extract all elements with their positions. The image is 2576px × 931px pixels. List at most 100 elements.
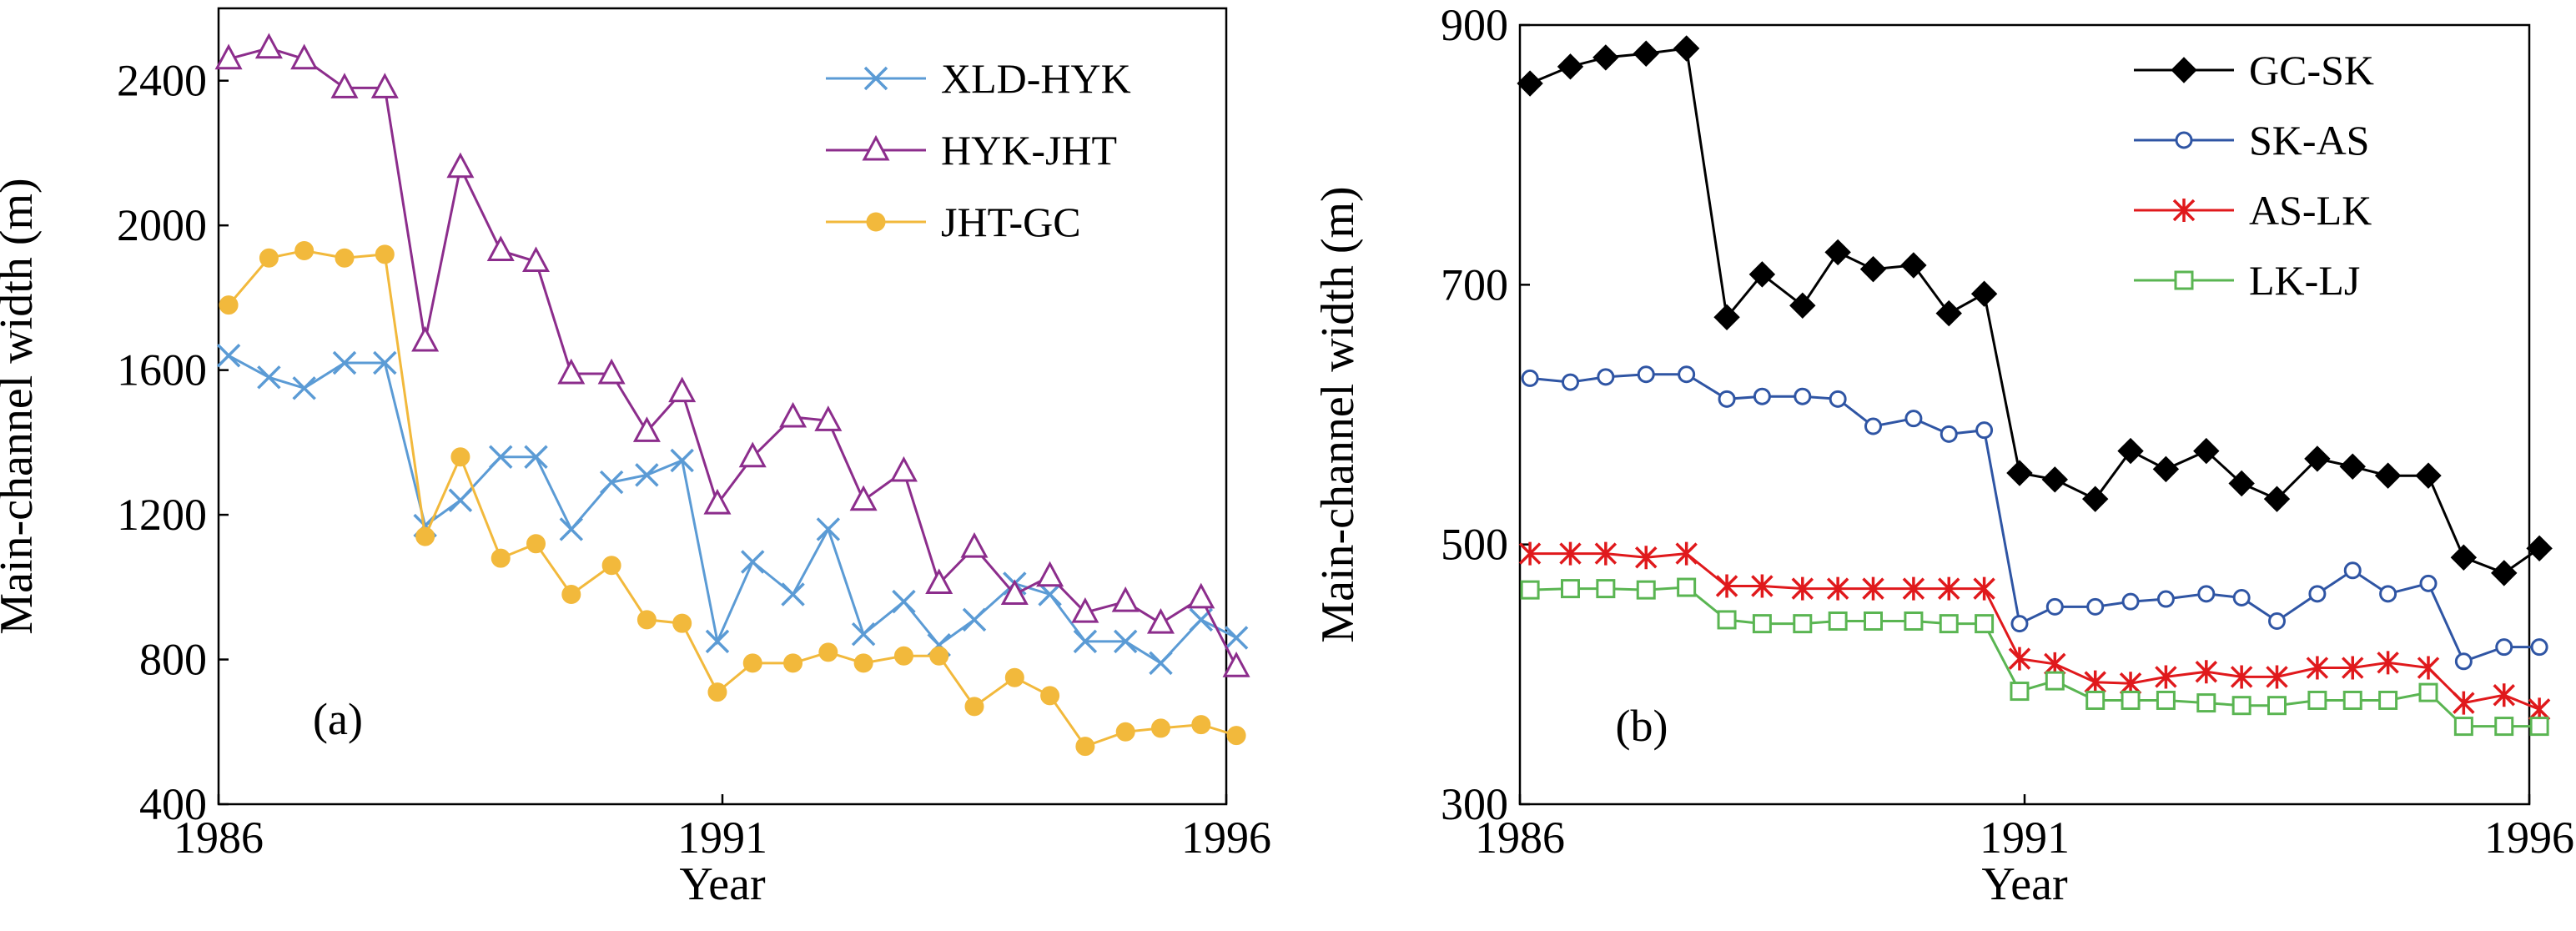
data-point: [290, 43, 319, 70]
data-point: [925, 568, 953, 594]
data-point: [2529, 717, 2549, 737]
legend-label: LK-LJ: [2249, 257, 2360, 304]
data-point: [632, 416, 661, 442]
legend-marker: [2171, 57, 2197, 83]
x-axis-title: Year: [679, 858, 766, 910]
data-point: [1224, 626, 1249, 650]
data-point: [489, 445, 513, 469]
data-point: [1637, 365, 1655, 384]
data-point: [1718, 390, 1736, 408]
data-point: [703, 488, 732, 515]
data-point: [1187, 582, 1215, 609]
data-point: [1518, 541, 1542, 566]
data-point: [892, 589, 916, 614]
legend-item: GC-SK: [2134, 47, 2374, 93]
data-point: [2453, 717, 2473, 737]
data-point: [2308, 585, 2327, 603]
data-point: [1902, 576, 1925, 601]
data-point: [670, 448, 694, 473]
data-point: [1036, 561, 1064, 587]
data-point: [2304, 445, 2331, 472]
data-point: [2045, 671, 2065, 691]
data-point: [960, 531, 989, 558]
series-sk-as: [1521, 365, 2548, 671]
data-point: [1150, 718, 1170, 738]
data-point: [2045, 597, 2064, 616]
data-point: [2453, 691, 2475, 715]
y-tick-label: 400: [139, 779, 207, 829]
data-point: [1904, 611, 1924, 632]
data-point: [851, 622, 876, 647]
data-point: [2526, 535, 2553, 562]
series-line: [227, 249, 1237, 748]
data-point: [2339, 453, 2366, 480]
data-point: [2008, 647, 2031, 671]
data-point: [779, 401, 808, 428]
panel-tag: (b): [1616, 701, 1668, 751]
data-point: [2267, 696, 2287, 716]
data-point: [335, 248, 355, 268]
data-point: [448, 488, 473, 512]
data-point: [411, 325, 440, 352]
data-point: [742, 653, 762, 673]
data-point: [1636, 580, 1656, 600]
data-point: [257, 365, 281, 390]
data-point: [1677, 577, 1697, 597]
data-point: [2232, 588, 2251, 606]
data-point: [1791, 576, 1814, 601]
y-axis-title: Main-channel width (m): [0, 178, 43, 634]
data-point: [2417, 656, 2440, 680]
data-point: [2307, 690, 2327, 710]
data-point: [1748, 261, 1776, 288]
data-point: [1717, 610, 1737, 630]
y-tick-label: 2400: [117, 56, 207, 106]
data-point: [672, 613, 692, 633]
data-point: [636, 610, 657, 630]
data-point: [559, 517, 584, 541]
data-point: [1113, 629, 1138, 654]
data-point: [929, 646, 949, 666]
legend-label: HYK-JHT: [941, 127, 1117, 174]
data-point: [214, 43, 243, 70]
legend-item: SK-AS: [2134, 117, 2369, 164]
data-point: [1940, 425, 1958, 443]
data-point: [1829, 390, 1847, 408]
data-point: [2121, 592, 2140, 611]
data-point: [2085, 690, 2106, 710]
data-point: [2418, 682, 2438, 702]
data-point: [1713, 304, 1740, 330]
data-point: [1970, 280, 1998, 307]
data-point: [2086, 597, 2105, 616]
data-point: [1828, 611, 1848, 632]
data-point: [2117, 437, 2144, 465]
data-point: [1824, 239, 1851, 266]
series-line: [1530, 552, 2540, 711]
data-point: [1517, 70, 1543, 97]
legend-item: AS-LK: [2134, 187, 2372, 234]
data-point: [1715, 574, 1738, 598]
data-point: [668, 376, 697, 403]
data-point: [2379, 585, 2397, 603]
x-tick-label: 1996: [1181, 813, 1271, 863]
data-point: [415, 526, 435, 546]
data-point: [1038, 582, 1062, 606]
data-point: [783, 653, 803, 673]
data-point: [1794, 387, 1812, 405]
data-point: [370, 73, 399, 98]
data-point: [705, 629, 730, 654]
legend-marker: [866, 212, 886, 232]
data-point: [2494, 717, 2514, 737]
data-point: [849, 485, 878, 511]
data-point: [1973, 576, 1995, 601]
x-tick-label: 1996: [2484, 813, 2574, 863]
legend-label: JHT-GC: [941, 199, 1081, 245]
y-tick-label: 2000: [117, 200, 207, 250]
data-point: [2121, 690, 2141, 710]
data-point: [2010, 615, 2029, 633]
data-point: [889, 455, 918, 482]
data-point: [2010, 682, 2030, 702]
data-point: [1975, 614, 1995, 634]
data-point: [1904, 410, 1923, 428]
legend-marker: [863, 66, 888, 91]
data-point: [1040, 686, 1060, 706]
